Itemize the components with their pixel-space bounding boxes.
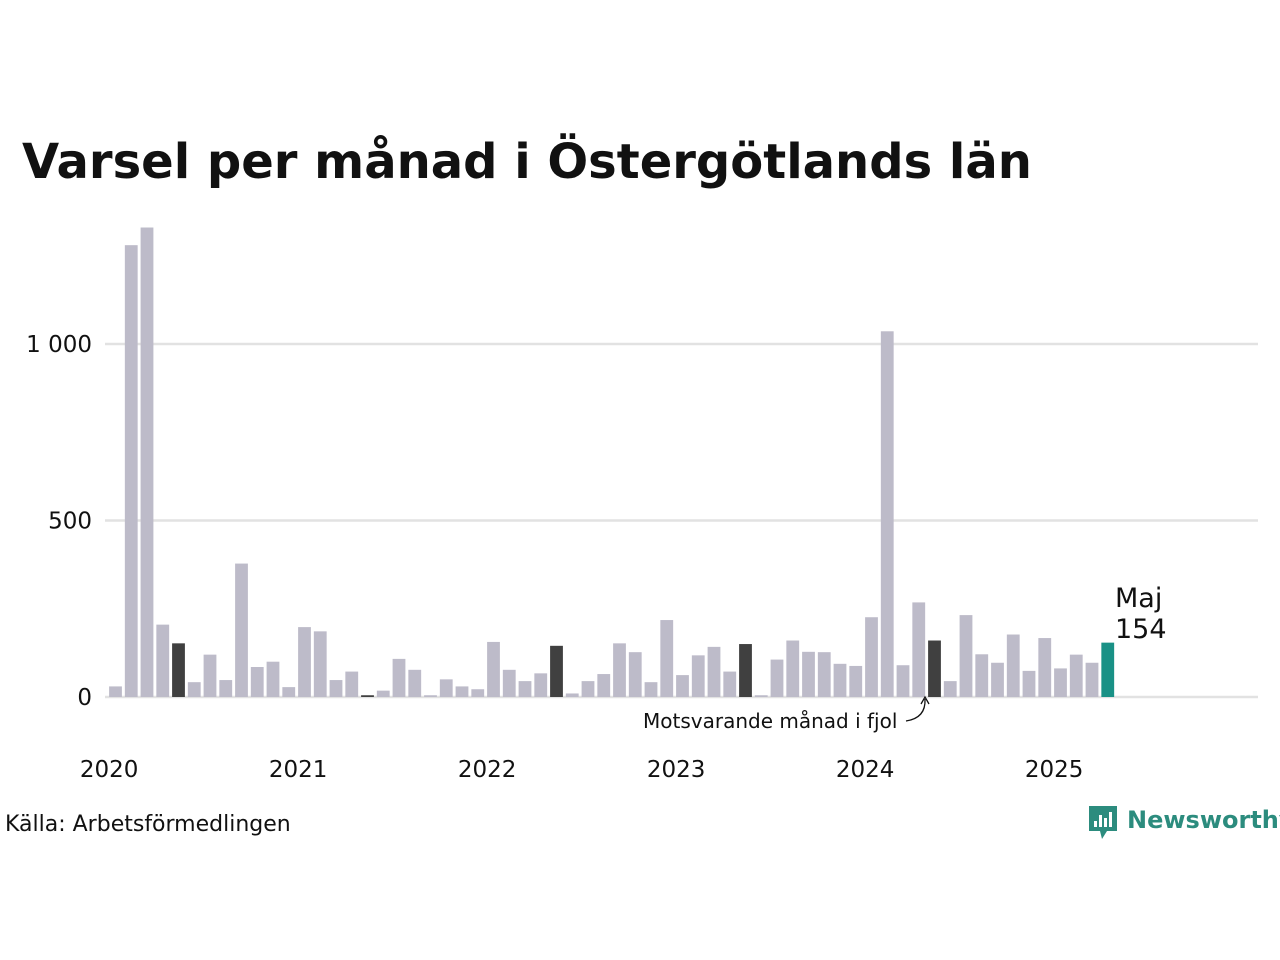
bar [1085, 662, 1099, 697]
chart-title: Varsel per månad i Östergötlands län [22, 133, 1032, 190]
bar [124, 245, 138, 697]
bar [534, 673, 548, 697]
bar [644, 682, 658, 697]
bar [345, 671, 359, 697]
bar [691, 655, 705, 697]
bars [109, 227, 1115, 697]
bar [471, 689, 485, 697]
bar [770, 659, 784, 697]
bar [235, 563, 248, 697]
x-tick-label: 2020 [80, 757, 139, 783]
y-tick-label: 0 [77, 685, 92, 711]
bar [833, 663, 847, 697]
bar [959, 615, 973, 697]
bar [581, 681, 595, 697]
bar [880, 331, 894, 697]
source-text: Källa: Arbetsförmedlingen [5, 812, 291, 837]
bar [502, 669, 516, 697]
bar [109, 686, 122, 697]
x-tick-label: 2025 [1025, 757, 1084, 783]
bar [817, 652, 831, 697]
bar [975, 654, 989, 697]
bar [896, 665, 910, 697]
newsworthy-logo-icon [1089, 806, 1117, 839]
bar-same-month [928, 640, 941, 697]
y-tick-label: 1 000 [26, 332, 92, 358]
bar-same-month [739, 644, 752, 697]
y-axis: 0 500 1 000 [26, 332, 92, 711]
bar [865, 617, 878, 697]
x-tick-label: 2021 [269, 757, 328, 783]
bar [613, 643, 626, 697]
bar [455, 686, 469, 697]
bar-latest [1101, 642, 1115, 697]
bar [723, 671, 737, 697]
annotation-text: Motsvarande månad i fjol [643, 709, 897, 733]
latest-month-label: Maj [1115, 583, 1162, 614]
bar [487, 641, 500, 697]
bar [187, 682, 201, 697]
bar [754, 695, 768, 697]
x-tick-label: 2022 [458, 757, 517, 783]
bar [1038, 638, 1052, 697]
bar-same-month [550, 645, 563, 697]
bar-same-month [172, 643, 185, 697]
bar [140, 227, 154, 697]
grid-lines [105, 342, 1258, 699]
bar [943, 681, 957, 697]
bar [298, 627, 311, 697]
bar [250, 667, 264, 697]
bar [219, 680, 233, 697]
bar [518, 681, 532, 697]
bar [266, 661, 280, 697]
bar [424, 695, 437, 697]
bar [565, 693, 579, 697]
bar [313, 631, 327, 697]
bar [802, 651, 815, 697]
bar [707, 646, 721, 697]
bar [439, 679, 453, 697]
bar [991, 662, 1004, 697]
bar [660, 620, 674, 697]
bar [676, 675, 689, 697]
bar [282, 687, 296, 697]
x-tick-label: 2023 [647, 757, 706, 783]
x-tick-label: 2024 [836, 757, 895, 783]
bar [1006, 634, 1020, 697]
bar [203, 654, 217, 697]
bar [1054, 668, 1067, 697]
annotation-arrow [905, 698, 926, 722]
brand-logo: Newsworthy [1089, 806, 1280, 839]
bar [392, 658, 406, 697]
x-axis: 2020 2021 2022 2023 2024 2025 [80, 757, 1084, 783]
bar [849, 665, 863, 697]
bar [1022, 670, 1036, 697]
latest-value: 154 [1115, 614, 1167, 645]
bar [408, 669, 422, 697]
bar [628, 652, 642, 697]
bar [376, 690, 390, 697]
bar [912, 602, 926, 697]
annotation-arrowhead [920, 695, 930, 705]
bar [329, 680, 343, 697]
bar [597, 674, 611, 697]
latest-value-label: Maj 154 [1115, 583, 1167, 645]
bar [786, 640, 800, 697]
bar [1069, 654, 1083, 697]
brand-name: Newsworthy [1127, 806, 1280, 834]
y-tick-label: 500 [48, 509, 92, 535]
same-month-annotation: Motsvarande månad i fjol [643, 695, 930, 733]
bar-same-month [361, 695, 374, 697]
bar [156, 624, 170, 697]
